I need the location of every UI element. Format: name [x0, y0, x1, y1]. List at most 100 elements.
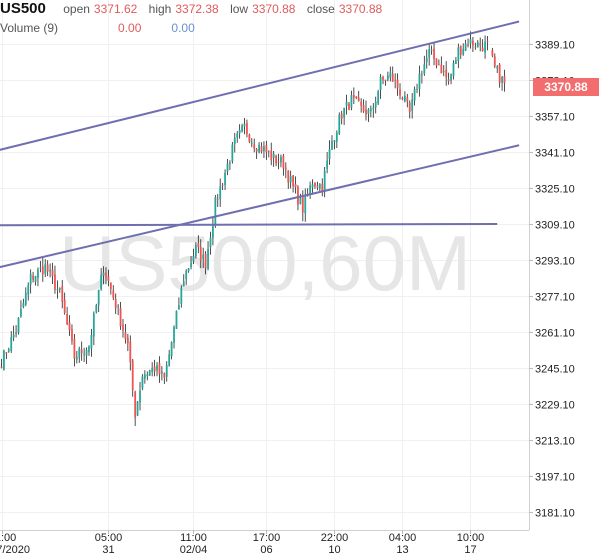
candle-body — [75, 357, 78, 360]
price-axis[interactable]: 3389.103373.103357.103341.103325.103309.… — [529, 40, 575, 520]
candle-body — [391, 73, 394, 82]
candle-body — [246, 123, 248, 135]
candle-body — [357, 97, 360, 101]
candle-body — [425, 57, 428, 63]
horizontal-support[interactable] — [0, 223, 498, 227]
candle-body — [411, 99, 414, 111]
candle-body — [92, 313, 95, 337]
candle-body — [44, 264, 47, 274]
open-value: 3371.62 — [93, 2, 138, 16]
candle-body — [442, 71, 445, 72]
candle-body — [445, 69, 448, 78]
candle-body — [5, 352, 8, 354]
candle-body — [314, 182, 316, 187]
candle-body — [277, 161, 280, 163]
candle-body — [469, 39, 472, 44]
candle-body — [430, 49, 433, 51]
candle-body — [335, 132, 338, 143]
candle-body — [455, 60, 457, 64]
candle-body — [270, 150, 273, 161]
symbol-name: US500 — [0, 0, 46, 17]
candle-body — [428, 49, 431, 58]
candle-body — [46, 264, 49, 272]
y-tick-label: 3277.10 — [535, 292, 575, 304]
y-tick-label: 3341.10 — [535, 148, 575, 160]
candle-body — [163, 373, 166, 378]
candle-body — [457, 47, 460, 61]
candle-body — [292, 175, 294, 187]
candle-body — [54, 274, 56, 290]
candle-body — [382, 76, 384, 80]
candle-body — [187, 268, 190, 272]
candle-body — [124, 332, 127, 340]
candle-body — [139, 390, 141, 403]
candle-body — [416, 89, 418, 90]
candle-body — [401, 97, 404, 100]
trendlines[interactable] — [0, 20, 520, 272]
channel-lower[interactable] — [0, 144, 520, 271]
candle-body — [180, 288, 183, 305]
candle-body — [175, 310, 178, 329]
candle-body — [117, 306, 120, 308]
candle-body — [323, 170, 326, 192]
candle-body — [343, 107, 346, 118]
candle-body — [173, 327, 175, 343]
open-label: open — [63, 2, 90, 16]
candle-body — [29, 273, 32, 285]
candle-body — [459, 45, 462, 55]
candle-body — [24, 292, 27, 305]
candle-body — [233, 137, 236, 145]
candle-body — [224, 172, 226, 186]
candle-body — [408, 102, 411, 112]
y-tick-label: 3197.10 — [535, 472, 575, 484]
candle-body — [241, 125, 243, 132]
x-tick-label: 17:00 — [253, 532, 281, 544]
candle-body — [450, 74, 452, 81]
candle-body — [309, 185, 312, 196]
candle-body — [141, 376, 144, 389]
candle-body — [156, 365, 158, 371]
candle-body — [151, 367, 154, 373]
candle-body — [95, 305, 98, 313]
candle-body — [284, 167, 287, 170]
candle-body — [367, 109, 370, 114]
volume-label: Volume (9) — [0, 21, 59, 35]
candle-body — [486, 41, 489, 42]
candle-body — [503, 76, 506, 84]
candle-body — [148, 370, 151, 376]
channel-upper[interactable] — [0, 20, 520, 155]
y-tick-label: 3261.10 — [535, 328, 575, 340]
x-tick-label: 05:00 — [95, 532, 123, 544]
candle-body — [338, 114, 341, 134]
candle-body — [160, 371, 163, 374]
candle-body — [165, 365, 168, 377]
candle-body — [304, 195, 307, 214]
candle-body — [219, 186, 222, 200]
candle-body — [472, 40, 474, 46]
candle-body — [501, 77, 503, 83]
candle-body — [27, 284, 30, 295]
candle-body — [88, 346, 90, 353]
candle-body — [476, 41, 479, 48]
candle-body — [360, 101, 363, 106]
y-tick-label: 3213.10 — [535, 436, 575, 448]
candle-body — [49, 270, 51, 272]
x-tick-date: 06 — [260, 544, 272, 556]
candle-body — [153, 366, 156, 372]
candle-body — [379, 77, 382, 90]
x-tick-label: 11:00 — [180, 532, 207, 544]
volume-legend: Volume (9) 0.00 0.00 — [0, 21, 195, 35]
candle-body — [182, 281, 185, 287]
x-tick-date: 17 — [464, 544, 476, 556]
candle-body — [37, 269, 39, 278]
candle-body — [386, 75, 389, 80]
candle-body — [202, 254, 205, 260]
volume-value-2: 0.00 — [171, 21, 195, 35]
candle-body — [418, 73, 421, 89]
candle-body — [396, 79, 399, 89]
candle-body — [350, 95, 353, 108]
candle-body — [440, 64, 443, 74]
x-tick-label: 21:00 — [0, 532, 16, 544]
